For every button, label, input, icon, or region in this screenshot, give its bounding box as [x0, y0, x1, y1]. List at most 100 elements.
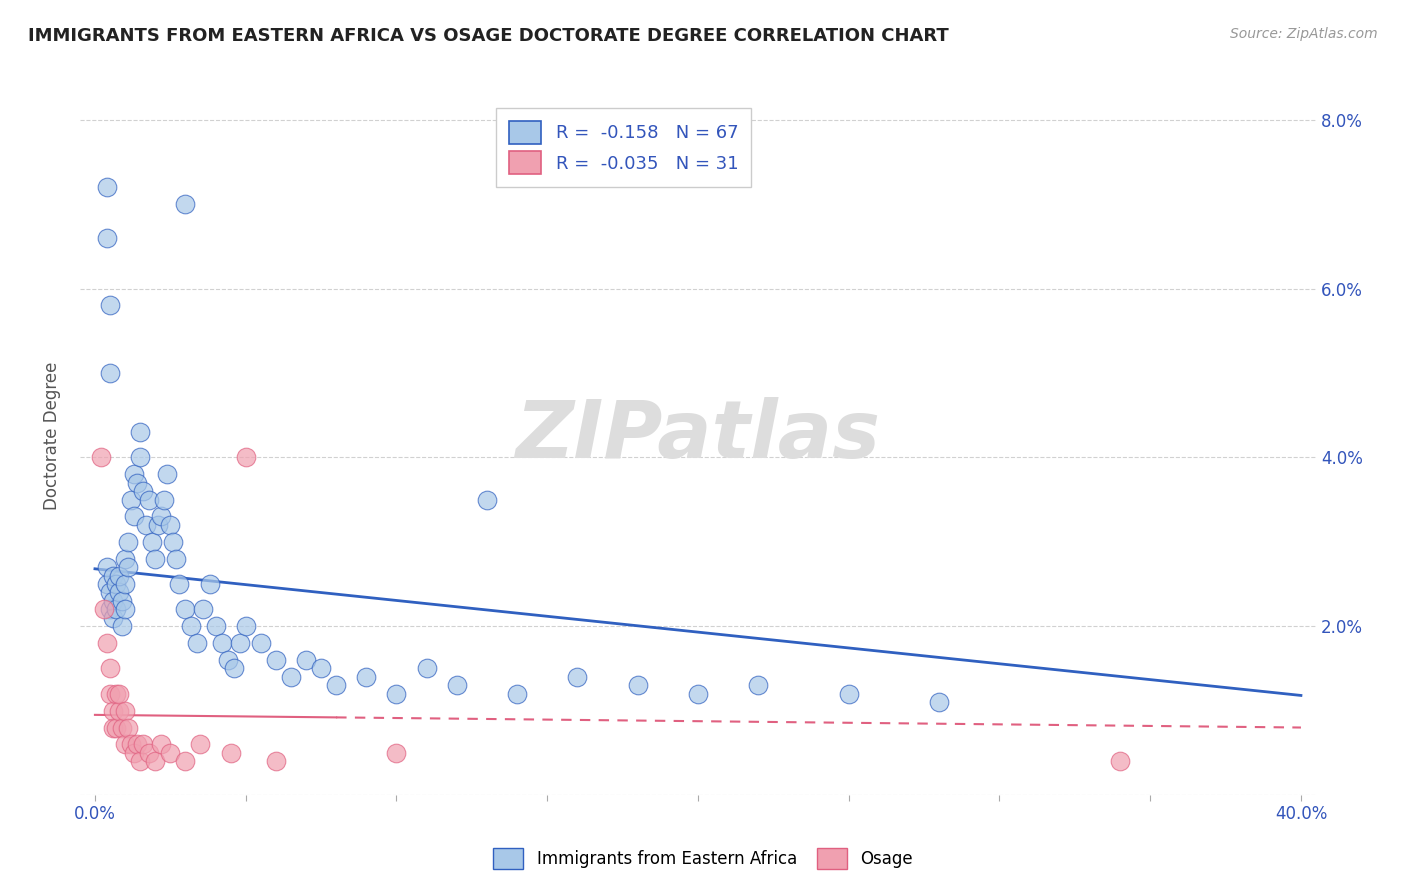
Point — [129, 754, 152, 768]
Point — [114, 602, 136, 616]
Point — [204, 619, 226, 633]
Point — [159, 746, 181, 760]
Point — [98, 366, 121, 380]
Point — [235, 619, 257, 633]
Point — [141, 534, 163, 549]
Y-axis label: Doctorate Degree: Doctorate Degree — [44, 362, 60, 510]
Point — [101, 594, 124, 608]
Point — [98, 585, 121, 599]
Point — [111, 721, 134, 735]
Point — [122, 746, 145, 760]
Point — [101, 721, 124, 735]
Point — [156, 467, 179, 482]
Point — [180, 619, 202, 633]
Point — [143, 754, 166, 768]
Point — [325, 678, 347, 692]
Point — [108, 704, 131, 718]
Point — [138, 492, 160, 507]
Point — [127, 738, 149, 752]
Text: IMMIGRANTS FROM EASTERN AFRICA VS OSAGE DOCTORATE DEGREE CORRELATION CHART: IMMIGRANTS FROM EASTERN AFRICA VS OSAGE … — [28, 27, 949, 45]
Point — [193, 602, 215, 616]
Point — [117, 560, 139, 574]
Point — [120, 738, 142, 752]
Point — [415, 661, 437, 675]
Legend: R =  -0.158   N = 67, R =  -0.035   N = 31: R = -0.158 N = 67, R = -0.035 N = 31 — [496, 108, 751, 187]
Point — [96, 577, 118, 591]
Point — [98, 661, 121, 675]
Point — [117, 721, 139, 735]
Point — [120, 492, 142, 507]
Point — [111, 594, 134, 608]
Point — [159, 517, 181, 532]
Point — [108, 687, 131, 701]
Point — [169, 577, 191, 591]
Point — [190, 738, 212, 752]
Point — [1109, 754, 1132, 768]
Point — [153, 492, 176, 507]
Point — [174, 197, 197, 211]
Point — [105, 602, 128, 616]
Point — [385, 687, 408, 701]
Point — [264, 754, 287, 768]
Point — [162, 534, 184, 549]
Point — [114, 551, 136, 566]
Point — [135, 517, 157, 532]
Point — [280, 670, 302, 684]
Point — [108, 585, 131, 599]
Point — [132, 738, 155, 752]
Point — [165, 551, 187, 566]
Point — [217, 653, 239, 667]
Point — [150, 738, 173, 752]
Point — [235, 450, 257, 465]
Point — [90, 450, 112, 465]
Point — [93, 602, 115, 616]
Point — [114, 704, 136, 718]
Point — [150, 509, 173, 524]
Point — [385, 746, 408, 760]
Point — [249, 636, 271, 650]
Point — [96, 560, 118, 574]
Point — [122, 509, 145, 524]
Point — [105, 687, 128, 701]
Point — [295, 653, 318, 667]
Point — [117, 534, 139, 549]
Text: ZIPatlas: ZIPatlas — [516, 397, 880, 475]
Point — [838, 687, 860, 701]
Point — [148, 517, 170, 532]
Point — [928, 695, 950, 709]
Point — [567, 670, 589, 684]
Point — [96, 180, 118, 194]
Text: Source: ZipAtlas.com: Source: ZipAtlas.com — [1230, 27, 1378, 41]
Point — [186, 636, 208, 650]
Point — [122, 467, 145, 482]
Point — [174, 602, 197, 616]
Point — [98, 687, 121, 701]
Point — [222, 661, 245, 675]
Point — [111, 619, 134, 633]
Point — [105, 577, 128, 591]
Point — [101, 568, 124, 582]
Legend: Immigrants from Eastern Africa, Osage: Immigrants from Eastern Africa, Osage — [484, 838, 922, 880]
Point — [309, 661, 332, 675]
Point — [211, 636, 233, 650]
Point — [138, 746, 160, 760]
Point — [98, 602, 121, 616]
Point — [132, 484, 155, 499]
Point — [198, 577, 221, 591]
Point — [98, 298, 121, 312]
Point — [143, 551, 166, 566]
Point — [108, 568, 131, 582]
Point — [96, 636, 118, 650]
Point — [219, 746, 242, 760]
Point — [356, 670, 378, 684]
Point — [101, 611, 124, 625]
Point — [475, 492, 498, 507]
Point — [446, 678, 468, 692]
Point — [747, 678, 769, 692]
Point — [114, 738, 136, 752]
Point — [627, 678, 650, 692]
Point — [174, 754, 197, 768]
Point — [228, 636, 250, 650]
Point — [96, 231, 118, 245]
Point — [105, 721, 128, 735]
